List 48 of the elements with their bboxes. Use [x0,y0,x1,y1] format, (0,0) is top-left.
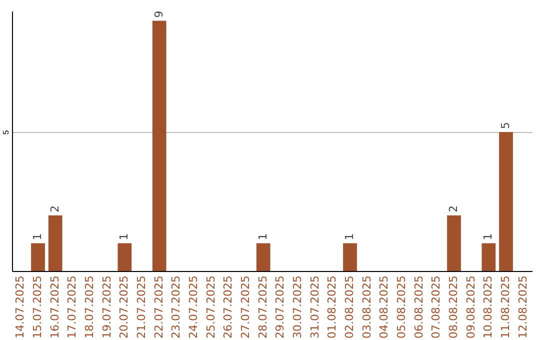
x-tick-label: 23.07.2025 [170,276,183,338]
x-tick-label: 22.07.2025 [152,276,166,338]
x-tick-label: 16.07.2025 [48,276,62,338]
x-tick-label: 04.08.2025 [378,276,391,338]
bar [256,243,270,271]
data-label: 1 [343,233,356,240]
data-label: 1 [118,233,131,240]
x-tick-label: 03.08.2025 [360,276,374,338]
x-tick-label: 21.07.2025 [135,276,148,338]
bar [152,20,166,271]
x-tick-label: 19.07.2025 [100,276,114,338]
x-tick-label: 15.07.2025 [31,276,44,338]
bar [343,243,357,271]
x-tick-label: 01.08.2025 [326,276,339,338]
data-label: 5 [499,122,512,129]
bar [118,243,132,271]
x-tick-label: 29.07.2025 [274,276,287,338]
x-tick-label: 17.07.2025 [66,276,79,338]
x-tick-label: 02.08.2025 [343,276,356,338]
x-tick-label: 05.08.2025 [395,276,408,338]
x-tick-label: 07.08.2025 [430,276,443,338]
x-tick-label: 12.08.2025 [516,276,530,338]
x-tick-label: 31.07.2025 [308,276,322,338]
bar [447,215,461,271]
bar [31,243,45,271]
bar [499,132,513,271]
x-tick-label: 10.08.2025 [482,276,495,338]
x-tick-label: 26.07.2025 [222,276,235,338]
x-tick-label: 09.08.2025 [464,276,478,338]
data-label: 1 [482,233,495,240]
x-tick-label: 24.07.2025 [187,276,200,338]
data-label: 2 [447,205,460,212]
x-tick-label: 08.08.2025 [447,276,460,338]
x-tick-label: 20.07.2025 [118,276,131,338]
data-label: 9 [152,10,166,18]
x-tick-label: 30.07.2025 [291,276,304,338]
data-label: 1 [31,233,44,240]
bar [48,215,62,271]
bar [482,243,496,271]
x-tick-label: 27.07.2025 [239,276,252,338]
data-label: 2 [48,205,62,212]
x-tick-label: 28.07.2025 [256,276,270,338]
x-tick-label: 25.07.2025 [204,276,218,338]
x-tick-label: 18.07.2025 [83,276,96,338]
x-tick-label: 14.07.2025 [14,276,27,338]
data-label: 1 [256,233,270,240]
x-tick-label: 11.08.2025 [499,276,512,338]
x-tick-label: 06.08.2025 [412,276,426,338]
